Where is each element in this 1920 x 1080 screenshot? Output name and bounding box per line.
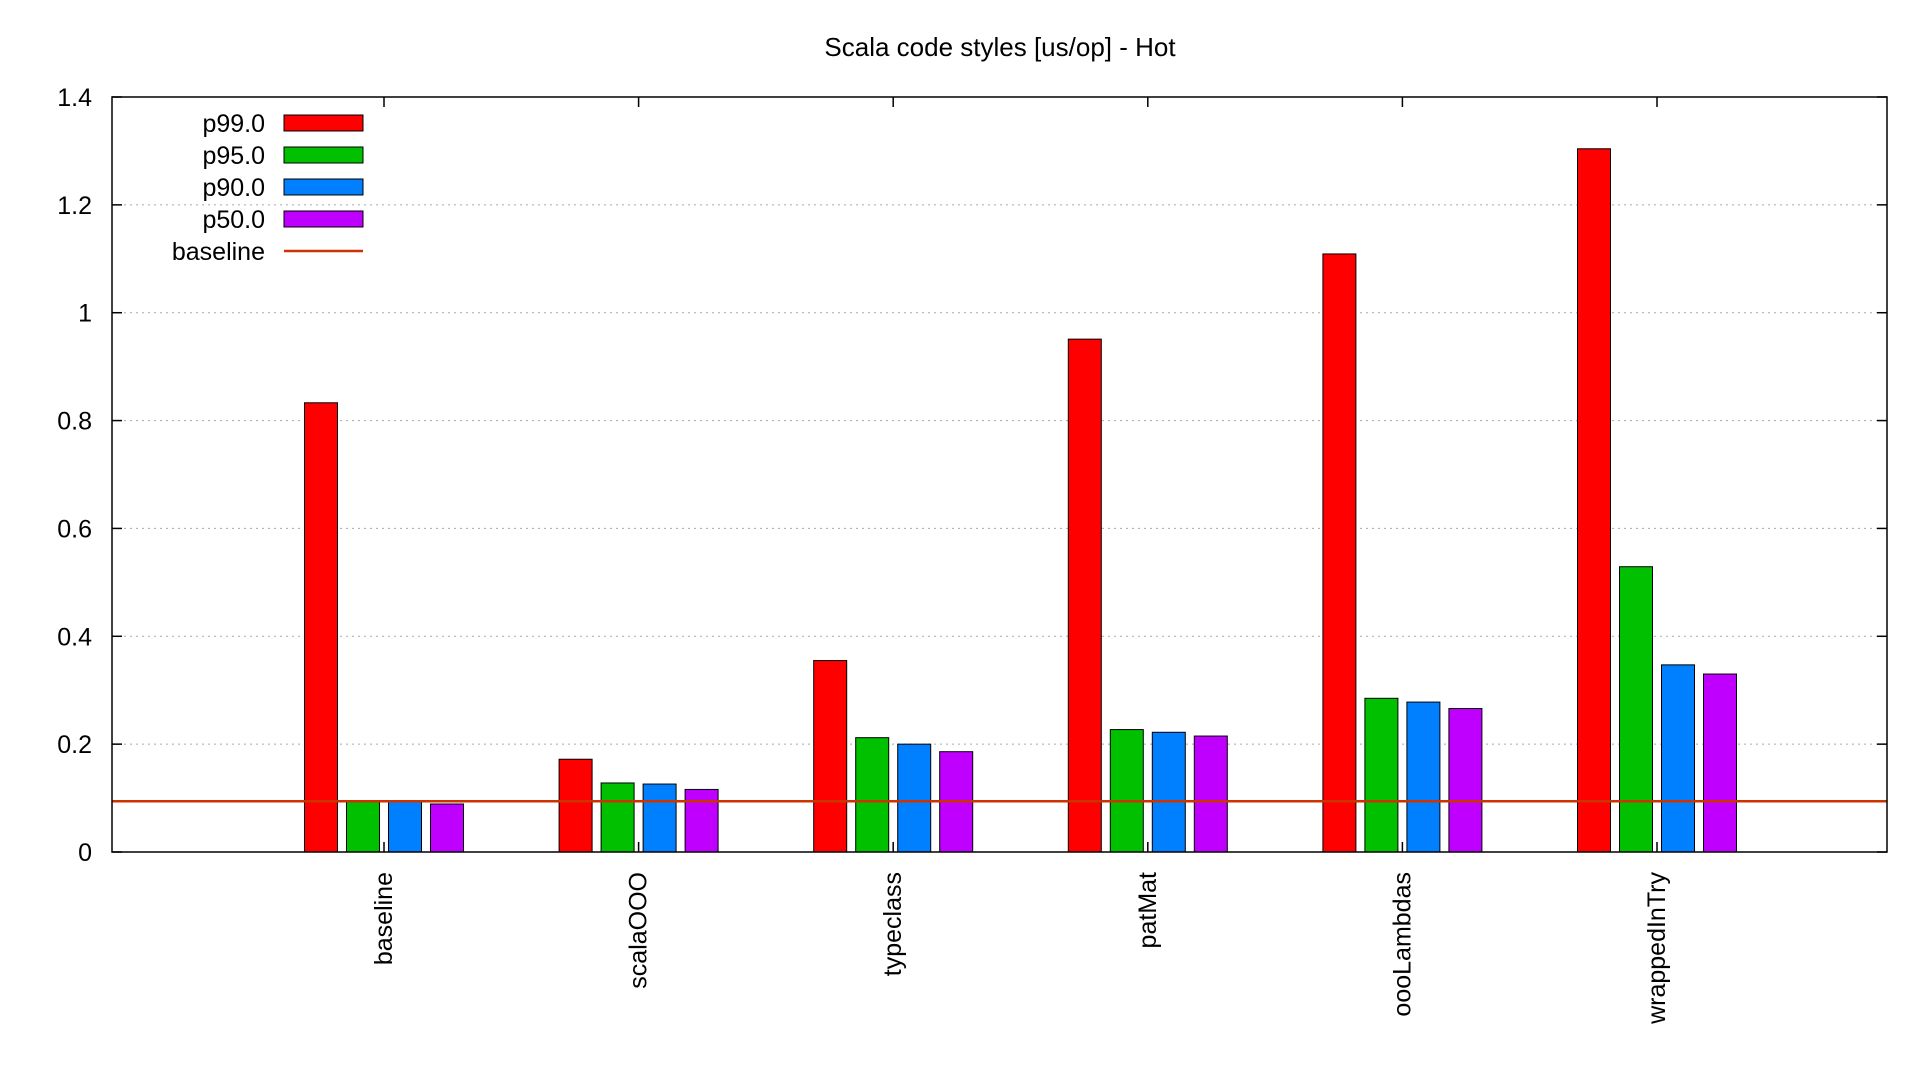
bar-p99.0-baseline [304, 402, 338, 853]
bar-p95.0-baseline [346, 800, 380, 853]
legend-swatch-p99.0 [283, 114, 364, 132]
bar-p99.0-oooLambdas [1322, 253, 1357, 853]
bar-p50.0-wrappedInTry [1703, 673, 1737, 853]
legend-label-p99.0: p99.0 [202, 110, 265, 138]
y-tick-label: 0 [78, 839, 92, 867]
x-tick-label: oooLambdas [1388, 872, 1416, 1017]
y-tick-label: 0.8 [57, 408, 92, 436]
legend-label-p50.0: p50.0 [202, 206, 265, 234]
legend-swatch-p90.0 [283, 178, 364, 196]
y-tick-label: 1.4 [57, 84, 92, 112]
x-tick-label: baseline [370, 872, 398, 965]
legend: p99.0 p95.0 p90.0 p50.0 baseline [172, 110, 364, 266]
bar-p95.0-patMat [1109, 729, 1144, 853]
y-tick-label: 0.2 [57, 731, 92, 759]
y-tick-label: 1.2 [57, 192, 92, 220]
gridlines [112, 204, 1887, 745]
bar-p99.0-scalaOOO [558, 758, 593, 853]
bar-p95.0-oooLambdas [1364, 697, 1399, 853]
legend-label-p95.0: p95.0 [202, 142, 265, 170]
plot-frame [111, 96, 1888, 853]
x-tick-label: wrappedInTry [1643, 872, 1671, 1025]
x-tick-label: scalaOOO [625, 872, 653, 989]
legend-label-baseline: baseline [172, 238, 265, 266]
y-tick-label: 0.6 [57, 515, 92, 543]
bar-p95.0-scalaOOO [600, 782, 635, 853]
bar-p50.0-oooLambdas [1448, 708, 1483, 853]
bars [304, 148, 1737, 853]
bar-p50.0-baseline [430, 803, 464, 853]
bar-p90.0-typeclass [897, 743, 932, 853]
bar-p99.0-typeclass [813, 660, 848, 853]
legend-label-p90.0: p90.0 [202, 174, 265, 202]
bar-p95.0-typeclass [855, 737, 890, 853]
bar-p50.0-scalaOOO [684, 788, 719, 853]
y-tick-label: 0.4 [57, 623, 92, 651]
bar-p90.0-patMat [1151, 731, 1186, 853]
bar-p90.0-oooLambdas [1406, 701, 1441, 853]
x-tick-label: typeclass [879, 872, 907, 976]
y-axis: 0 0.2 0.4 0.6 0.8 1 1.2 1.4 [57, 84, 1887, 867]
bar-p90.0-scalaOOO [642, 783, 677, 853]
bar-p50.0-patMat [1193, 735, 1228, 853]
x-axis: baseline scalaOOO typeclass patMat oooLambda… [370, 97, 1671, 1025]
bar-p90.0-baseline [388, 800, 422, 853]
bar-p99.0-patMat [1067, 338, 1102, 853]
bar-p90.0-wrappedInTry [1661, 664, 1695, 853]
y-tick-label: 1 [78, 300, 92, 328]
legend-swatch-p50.0 [283, 210, 364, 228]
legend-swatch-p95.0 [283, 146, 364, 164]
bar-p99.0-wrappedInTry [1577, 148, 1611, 853]
bar-p95.0-wrappedInTry [1619, 566, 1653, 853]
chart-title: Scala code styles [us/op] - Hot [824, 32, 1176, 62]
x-tick-label: patMat [1134, 872, 1162, 948]
